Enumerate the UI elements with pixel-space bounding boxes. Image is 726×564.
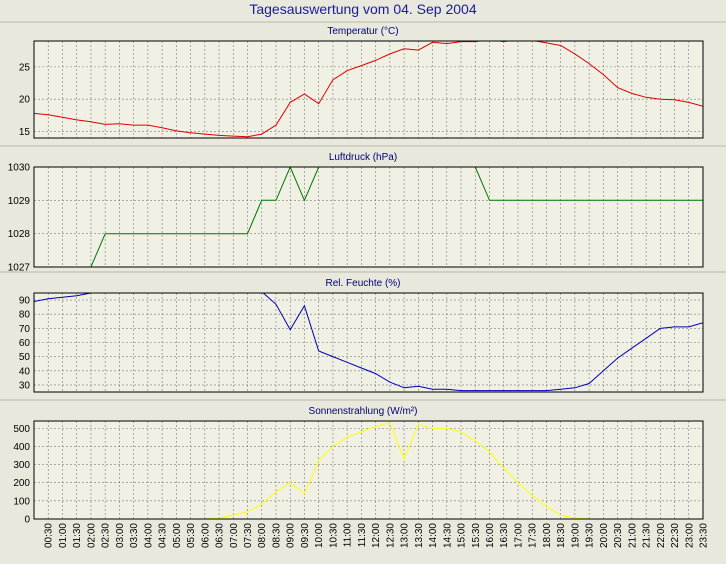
series-line xyxy=(90,167,703,267)
x-tick-label: 18:30 xyxy=(556,523,567,548)
x-tick-label: 03:30 xyxy=(129,523,140,548)
y-tick-label: 100 xyxy=(13,496,30,507)
chart-title: Temperatur (°C) xyxy=(327,26,398,37)
x-tick-label: 10:00 xyxy=(314,523,325,548)
x-tick-label: 20:30 xyxy=(613,523,624,548)
x-tick-label: 01:30 xyxy=(72,523,83,548)
plot-border xyxy=(33,166,704,268)
chart-panel: Rel. Feuchte (%) 30 40 50 60 70 80 90 xyxy=(0,271,726,393)
x-tick-label: 21:30 xyxy=(642,523,653,548)
x-tick-label: 16:30 xyxy=(499,523,510,548)
x-tick-label: 20:00 xyxy=(599,523,610,548)
x-tick-label: 15:00 xyxy=(457,523,468,548)
y-tick-label: 70 xyxy=(19,324,31,335)
chart-title: Sonnenstrahlung (W/m²) xyxy=(309,406,418,417)
x-tick-label: 11:00 xyxy=(343,523,354,548)
chart-title: Luftdruck (hPa) xyxy=(329,152,397,163)
x-tick-label: 04:00 xyxy=(143,523,154,548)
x-tick-label: 09:00 xyxy=(286,523,297,548)
x-tick-label: 06:30 xyxy=(215,523,226,548)
y-tick-label: 1029 xyxy=(8,196,31,207)
x-tick-label: 16:00 xyxy=(485,523,496,548)
series-line xyxy=(34,41,703,138)
series-line xyxy=(34,293,703,392)
y-tick-label: 25 xyxy=(19,62,31,73)
y-tick-label: 20 xyxy=(19,95,31,106)
x-tick-label: 13:00 xyxy=(400,523,411,548)
x-tick-label: 12:00 xyxy=(371,523,382,548)
x-tick-label: 22:30 xyxy=(670,523,681,548)
plot-border xyxy=(33,40,704,139)
chart-panel: Luftdruck (hPa) 1027 1028 1029 1030 xyxy=(0,145,726,274)
x-tick-label: 03:00 xyxy=(115,523,126,548)
x-tick-label: 06:00 xyxy=(200,523,211,548)
y-tick-label: 80 xyxy=(19,310,31,321)
chart-panel: Sonnenstrahlung (W/m²) 0 100 200 300 400 500 xyxy=(0,399,726,526)
series-line xyxy=(34,422,703,519)
y-tick-label: 200 xyxy=(13,478,30,489)
y-tick-label: 1028 xyxy=(8,229,31,240)
x-tick-label: 18:00 xyxy=(542,523,553,548)
x-tick-label: 14:00 xyxy=(428,523,439,548)
y-tick-label: 1027 xyxy=(8,263,31,274)
x-tick-label: 17:30 xyxy=(528,523,539,548)
chart-panel: Temperatur (°C) 15 20 25 xyxy=(0,21,726,139)
y-tick-label: 300 xyxy=(13,460,30,471)
x-tick-label: 04:30 xyxy=(158,523,169,548)
y-tick-label: 30 xyxy=(19,380,31,391)
x-tick-label: 00:30 xyxy=(44,523,55,548)
x-tick-label: 08:00 xyxy=(257,523,268,548)
x-tick-label: 12:30 xyxy=(385,523,396,548)
plot-area xyxy=(33,420,704,520)
x-tick-label: 05:30 xyxy=(186,523,197,548)
x-tick-label: 02:00 xyxy=(86,523,97,548)
x-tick-label: 10:30 xyxy=(328,523,339,548)
y-tick-label: 90 xyxy=(19,296,31,307)
x-tick-label: 22:00 xyxy=(656,523,667,548)
plot-area xyxy=(33,40,704,139)
y-tick-label: 60 xyxy=(19,338,31,349)
x-tick-label: 23:30 xyxy=(699,523,710,548)
x-tick-label: 15:30 xyxy=(471,523,482,548)
plot-area xyxy=(33,166,704,268)
y-tick-label: 0 xyxy=(24,515,30,526)
x-tick-label: 14:30 xyxy=(442,523,453,548)
x-tick-label: 09:30 xyxy=(300,523,311,548)
x-tick-label: 13:30 xyxy=(414,523,425,548)
x-tick-label: 23:00 xyxy=(684,523,695,548)
x-tick-label: 02:30 xyxy=(101,523,112,548)
plot-border xyxy=(33,292,704,393)
x-tick-label: 01:00 xyxy=(58,523,69,548)
x-tick-label: 19:30 xyxy=(585,523,596,548)
plot-border xyxy=(33,420,704,520)
y-tick-label: 400 xyxy=(13,442,30,453)
x-tick-label: 11:30 xyxy=(357,523,368,548)
x-tick-label: 05:00 xyxy=(172,523,183,548)
y-tick-label: 1030 xyxy=(8,163,31,174)
y-tick-label: 50 xyxy=(19,352,31,363)
x-tick-label: 08:30 xyxy=(272,523,283,548)
x-axis: 00:30 01:00 01:30 02:00 02:30 03:00 03:30 04:00… xyxy=(44,523,710,548)
y-tick-label: 40 xyxy=(19,366,31,377)
x-tick-label: 07:30 xyxy=(243,523,254,548)
x-tick-label: 19:00 xyxy=(570,523,581,548)
x-tick-label: 21:00 xyxy=(627,523,638,548)
x-tick-label: 07:00 xyxy=(229,523,240,548)
chart-title: Rel. Feuchte (%) xyxy=(325,278,400,289)
page-title: Tagesauswertung vom 04. Sep 2004 xyxy=(249,1,477,17)
y-tick-label: 15 xyxy=(19,127,31,138)
x-tick-label: 17:00 xyxy=(514,523,525,548)
y-tick-label: 500 xyxy=(13,424,30,435)
